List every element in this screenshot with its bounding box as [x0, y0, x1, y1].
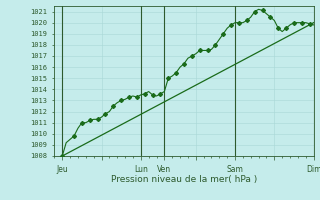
X-axis label: Pression niveau de la mer( hPa ): Pression niveau de la mer( hPa ) — [111, 175, 257, 184]
